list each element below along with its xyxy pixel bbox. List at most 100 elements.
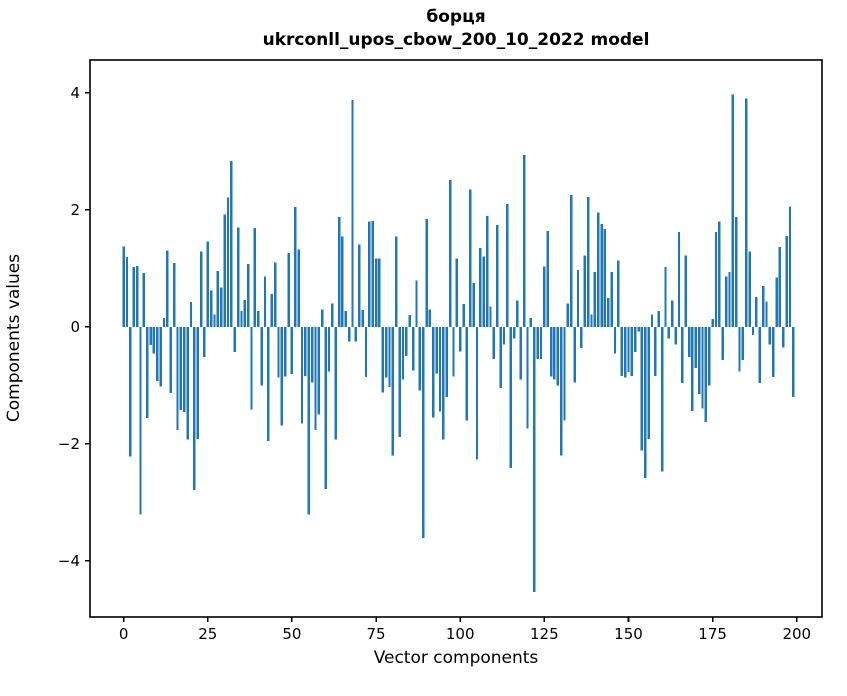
bar bbox=[691, 326, 694, 412]
bar bbox=[600, 223, 603, 327]
axis-ticks-group bbox=[85, 91, 798, 622]
bar bbox=[391, 326, 395, 456]
bar bbox=[183, 326, 186, 413]
bar bbox=[687, 326, 691, 358]
bar bbox=[613, 326, 617, 354]
bar bbox=[196, 326, 199, 440]
bar bbox=[152, 326, 156, 354]
bar bbox=[607, 298, 610, 327]
bar bbox=[496, 224, 499, 327]
bar bbox=[334, 326, 337, 440]
bar bbox=[539, 326, 543, 359]
bar bbox=[310, 326, 314, 383]
bar bbox=[738, 326, 741, 372]
chart-title-word: борця bbox=[426, 7, 486, 27]
bar bbox=[432, 326, 435, 418]
bar bbox=[297, 249, 300, 327]
bar bbox=[610, 271, 613, 327]
bar bbox=[206, 241, 209, 327]
bar bbox=[657, 311, 660, 327]
bar bbox=[226, 197, 230, 327]
bar bbox=[546, 230, 549, 327]
x-tick-label: 75 bbox=[367, 625, 386, 643]
axes-spines bbox=[89, 59, 823, 618]
bar bbox=[146, 326, 149, 419]
bar bbox=[358, 244, 361, 327]
bar bbox=[142, 272, 146, 327]
bar bbox=[634, 326, 637, 352]
bar bbox=[378, 258, 381, 327]
bar bbox=[785, 236, 788, 327]
bar bbox=[704, 326, 708, 423]
bar bbox=[344, 311, 347, 327]
x-tick-label: 125 bbox=[530, 625, 559, 643]
bar bbox=[543, 266, 546, 327]
bar bbox=[512, 326, 516, 339]
bar bbox=[172, 263, 176, 327]
bar bbox=[381, 326, 384, 393]
bar bbox=[489, 306, 492, 327]
bar bbox=[697, 326, 701, 395]
bar bbox=[149, 326, 152, 345]
bar bbox=[236, 227, 240, 327]
x-tick-label: 150 bbox=[614, 625, 643, 643]
bar bbox=[778, 247, 782, 327]
bar bbox=[623, 326, 627, 378]
bar bbox=[684, 255, 687, 327]
x-tick-label: 50 bbox=[282, 625, 301, 643]
bar bbox=[647, 326, 650, 440]
bar bbox=[327, 326, 331, 372]
bar bbox=[213, 314, 216, 327]
bar bbox=[425, 219, 428, 327]
bar bbox=[728, 271, 731, 327]
bar bbox=[364, 326, 368, 378]
bar bbox=[428, 309, 432, 327]
bar bbox=[708, 326, 711, 386]
bar bbox=[603, 229, 607, 327]
bar bbox=[492, 326, 496, 359]
x-tick-label: 25 bbox=[198, 625, 217, 643]
bar bbox=[593, 271, 597, 327]
bar bbox=[751, 326, 755, 335]
bar bbox=[714, 232, 718, 327]
bar bbox=[435, 326, 438, 374]
bar bbox=[654, 326, 657, 376]
bar bbox=[162, 318, 166, 327]
bar bbox=[230, 161, 233, 327]
bar bbox=[287, 253, 290, 327]
bar bbox=[734, 216, 738, 327]
bar bbox=[300, 326, 304, 424]
x-tick-label: 175 bbox=[698, 625, 727, 643]
bar bbox=[421, 326, 425, 539]
bar bbox=[263, 276, 267, 327]
bar bbox=[240, 311, 243, 327]
bar bbox=[650, 314, 654, 327]
bar bbox=[590, 314, 593, 327]
bar bbox=[559, 326, 563, 456]
bar bbox=[765, 301, 768, 327]
bar bbox=[129, 326, 132, 457]
bar bbox=[270, 294, 273, 327]
bar bbox=[775, 277, 778, 327]
bar bbox=[368, 221, 371, 327]
bar bbox=[620, 326, 623, 376]
x-tick-label: 200 bbox=[782, 625, 811, 643]
bar bbox=[637, 326, 640, 332]
bar bbox=[506, 203, 509, 327]
bar bbox=[125, 257, 129, 327]
bar bbox=[324, 326, 327, 489]
bar bbox=[630, 326, 634, 376]
bar bbox=[782, 326, 785, 348]
bar bbox=[199, 251, 203, 327]
bar bbox=[583, 255, 586, 327]
bar bbox=[482, 256, 485, 327]
bar bbox=[341, 236, 344, 327]
bar bbox=[388, 326, 391, 388]
bar bbox=[159, 326, 162, 387]
bar bbox=[384, 326, 388, 378]
bar bbox=[701, 326, 704, 409]
bar bbox=[445, 326, 448, 398]
bar bbox=[519, 326, 522, 380]
bar bbox=[681, 326, 684, 383]
